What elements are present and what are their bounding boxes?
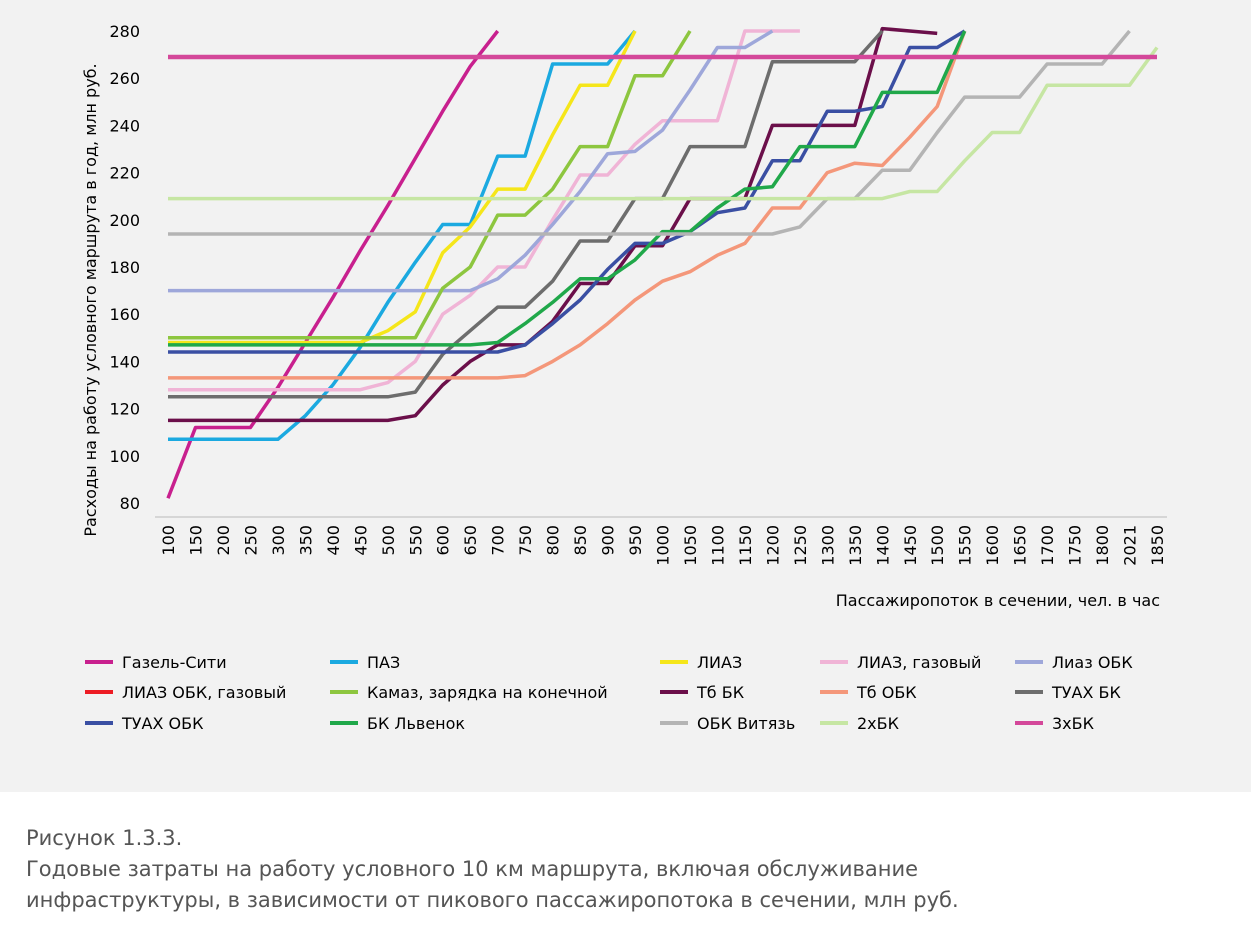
- series-line: [168, 29, 884, 399]
- series-line: [166, 29, 500, 499]
- x-tick-label: 1200: [763, 525, 782, 566]
- x-tick-label: 800: [544, 525, 563, 556]
- x-tick-label: 1250: [791, 525, 810, 566]
- caption-line: инфраструктуры, в зависимости от пиковог…: [26, 888, 959, 912]
- series-line: [168, 30, 637, 345]
- x-tick-label: 700: [489, 525, 508, 556]
- y-tick-label: 280: [109, 22, 140, 41]
- y-tick-label: 80: [120, 494, 140, 513]
- y-tick-label: 120: [109, 400, 140, 419]
- x-tick-label: 150: [186, 525, 205, 556]
- x-tick-label: 350: [296, 525, 315, 556]
- y-tick-label: 220: [109, 164, 140, 183]
- x-tick-label: 1150: [736, 525, 755, 566]
- x-tick-label: 100: [159, 525, 178, 556]
- legend-label: ПАЗ: [367, 653, 400, 672]
- x-tick-label: 1700: [1038, 525, 1057, 566]
- x-tick-label: 400: [324, 525, 343, 556]
- x-tick-label: 1800: [1093, 525, 1112, 566]
- legend-label: ТУАХ ОБК: [121, 714, 204, 733]
- series-line: [168, 29, 800, 392]
- x-tick-label: 250: [241, 525, 260, 556]
- y-tick-label: 160: [109, 305, 140, 324]
- series-line: [168, 29, 1131, 236]
- x-tick-label: 1850: [1148, 525, 1167, 566]
- x-tick-label: 1550: [956, 525, 975, 566]
- x-tick-label: 1750: [1066, 525, 1085, 566]
- y-tick-label: 260: [109, 69, 140, 88]
- caption-label: Рисунок 1.3.3.: [26, 826, 182, 850]
- y-tick-label: 200: [109, 211, 140, 230]
- y-axis-title: Расходы на работу условного маршрута в г…: [81, 63, 100, 536]
- x-tick-label: 1050: [681, 525, 700, 566]
- legend-label: ОБК Витязь: [697, 714, 795, 733]
- x-tick-label: 500: [379, 525, 398, 556]
- x-tick-label: 1300: [818, 525, 837, 566]
- caption-line: Годовые затраты на работу условного 10 к…: [26, 857, 918, 881]
- x-tick-label: 1500: [928, 525, 947, 566]
- x-tick-label: 300: [269, 525, 288, 556]
- series-line: [168, 46, 1159, 201]
- y-tick-label: 180: [109, 258, 140, 277]
- legend-label: Газель-Сити: [122, 653, 227, 672]
- x-tick-label: 900: [599, 525, 618, 556]
- legend-label: Лиаз ОБК: [1052, 653, 1133, 672]
- x-tick-label: 1350: [846, 525, 865, 566]
- legend-label: Тб БК: [696, 683, 745, 702]
- series-line: [168, 30, 692, 340]
- legend-label: БК Львенок: [367, 714, 465, 733]
- legend-label: 3хБК: [1052, 714, 1095, 733]
- series-line: [168, 29, 774, 293]
- x-tick-label: 450: [351, 525, 370, 556]
- series-line: [168, 29, 966, 354]
- legend-label: ЛИАЗ ОБК, газовый: [122, 683, 286, 702]
- y-tick-label: 140: [109, 352, 140, 371]
- x-tick-label: 950: [626, 525, 645, 556]
- legend-label: ЛИАЗ: [697, 653, 742, 672]
- x-tick-label: 1450: [901, 525, 920, 566]
- series-line: [168, 30, 967, 380]
- x-tick-label: 200: [214, 525, 233, 556]
- x-tick-label: 1100: [708, 525, 727, 566]
- x-tick-label: 1600: [983, 525, 1002, 566]
- series-line: [168, 30, 967, 347]
- legend-label: Тб ОБК: [856, 683, 917, 702]
- legend-label: ТУАХ БК: [1051, 683, 1121, 702]
- x-tick-label: 850: [571, 525, 590, 556]
- legend-label: 2хБК: [857, 714, 900, 733]
- series-line: [168, 29, 637, 442]
- x-tick-label: 2021: [1121, 525, 1140, 566]
- x-tick-label: 650: [461, 525, 480, 556]
- y-tick-label: 100: [109, 447, 140, 466]
- legend-label: ЛИАЗ, газовый: [857, 653, 981, 672]
- x-tick-label: 1000: [654, 525, 673, 566]
- y-tick-label: 240: [109, 116, 140, 135]
- x-tick-label: 600: [434, 525, 453, 556]
- x-axis-title: Пассажиропоток в сечении, чел. в час: [836, 591, 1160, 610]
- legend-label: Камаз, зарядка на конечной: [367, 683, 608, 702]
- x-tick-label: 750: [516, 525, 535, 556]
- x-tick-label: 1650: [1011, 525, 1030, 566]
- x-tick-label: 550: [406, 525, 425, 556]
- x-tick-label: 1400: [873, 525, 892, 566]
